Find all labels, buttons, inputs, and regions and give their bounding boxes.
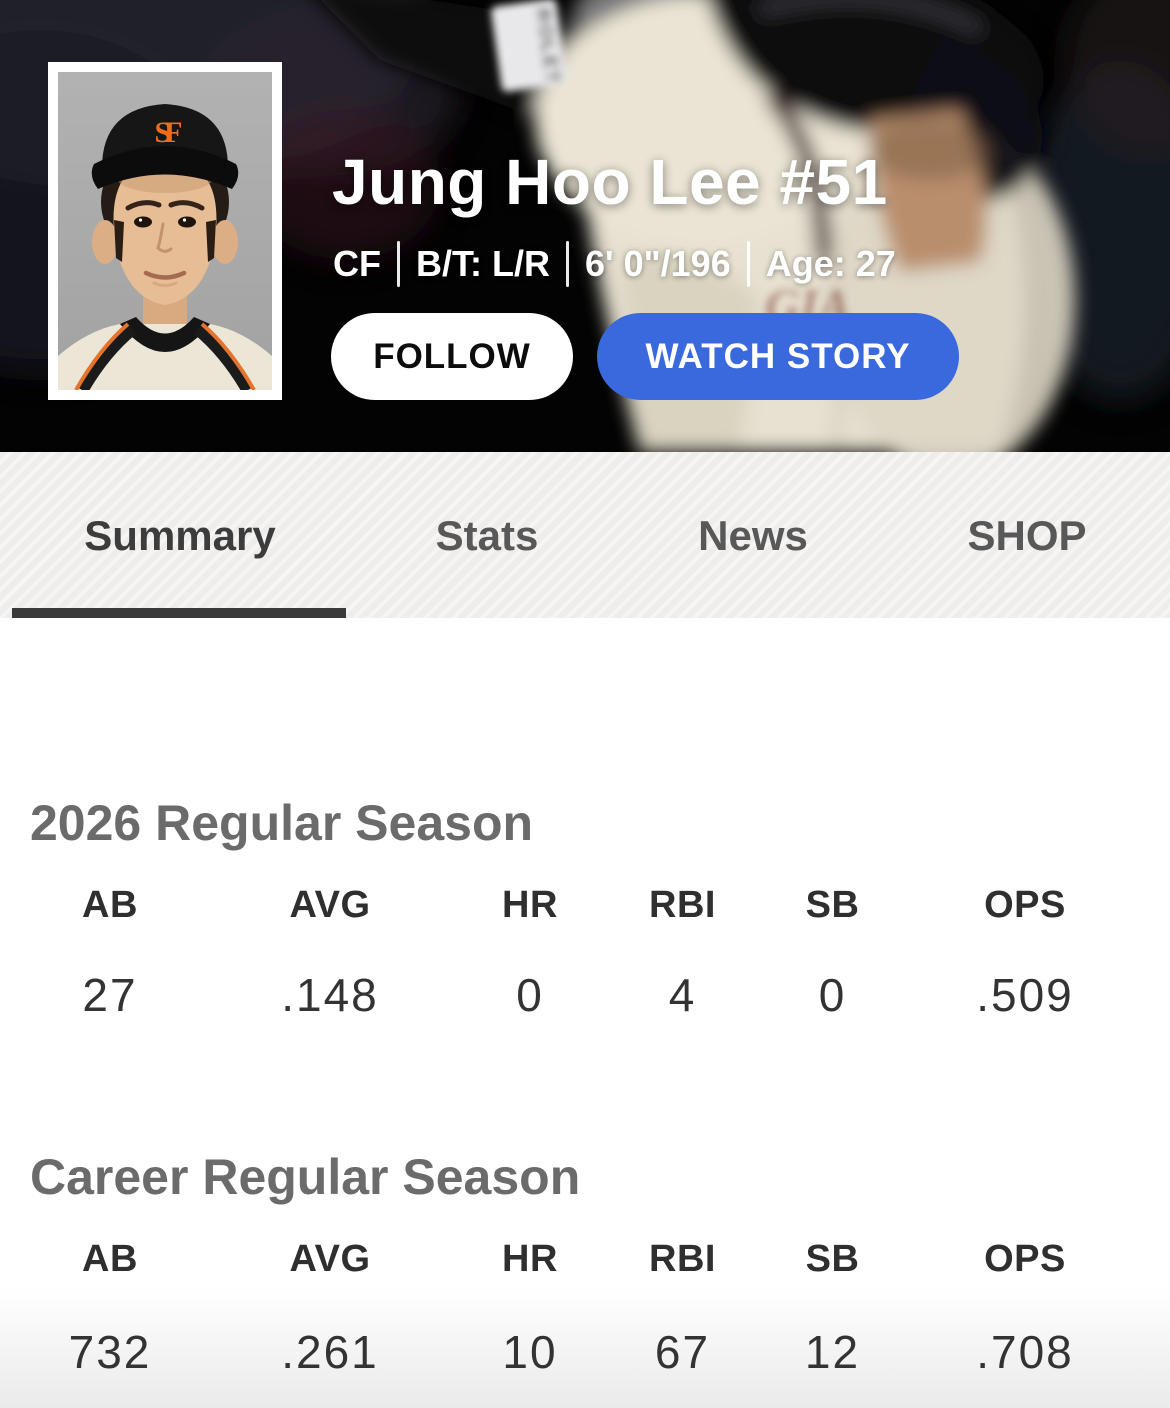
stat-value-ops: .708 [976, 1326, 1074, 1378]
stat-header-avg: AVG [289, 1238, 371, 1280]
tab-shop[interactable]: SHOP [961, 511, 1092, 561]
player-bat-throw: B/T: L/R [416, 243, 550, 284]
tab-news[interactable]: News [692, 511, 814, 561]
watch-story-button[interactable]: WATCH STORY [597, 313, 959, 400]
meta-divider [397, 241, 400, 287]
player-height-weight: 6' 0"/196 [584, 243, 731, 284]
stadium-signage: ROLET [491, 0, 567, 92]
stat-value-ab: 27 [82, 969, 138, 1021]
stat-header-rbi: RBI [649, 1238, 716, 1280]
stat-value-avg: .148 [281, 969, 379, 1021]
jersey-piping-left [74, 322, 130, 390]
stat-header-ab: AB [82, 884, 138, 926]
player-position: CF [333, 243, 381, 284]
mouth [143, 270, 187, 280]
section-title-current-season: 2026 Regular Season [30, 794, 534, 851]
stat-header-avg: AVG [289, 884, 371, 926]
right-ear [212, 220, 238, 264]
current-season-stat-values: 27 .148 0 4 0 .509 [15, 972, 1145, 1018]
stat-header-ops: OPS [984, 1238, 1066, 1280]
stat-header-ab: AB [82, 1238, 138, 1280]
left-ear [92, 220, 118, 264]
stat-value-ops: .509 [976, 969, 1074, 1021]
meta-divider [565, 241, 569, 287]
player-hero: ROLET GIA [0, 0, 1170, 452]
player-name: Jung Hoo Lee #51 [332, 146, 888, 218]
career-stat-values: 732 .261 10 67 12 .708 [15, 1329, 1145, 1375]
stat-header-hr: HR [502, 884, 558, 926]
cap-bill [91, 146, 239, 189]
meta-divider [746, 241, 750, 287]
follow-button[interactable]: FOLLOW [331, 313, 573, 400]
stat-value-rbi: 4 [668, 969, 697, 1021]
nose [156, 222, 173, 253]
stat-header-sb: SB [805, 1238, 860, 1280]
current-season-stat-headers: AB AVG HR RBI SB OPS [15, 886, 1145, 924]
stat-value-ab: 732 [68, 1326, 152, 1378]
career-stat-headers: AB AVG HR RBI SB OPS [15, 1240, 1145, 1278]
stat-header-sb: SB [805, 884, 860, 926]
stat-value-avg: .261 [281, 1326, 379, 1378]
tab-summary[interactable]: Summary [78, 511, 281, 561]
stat-header-rbi: RBI [649, 884, 716, 926]
section-title-career: Career Regular Season [30, 1148, 581, 1205]
active-tab-underline [12, 608, 346, 618]
stat-value-sb: 0 [818, 969, 847, 1021]
right-eyebrow [168, 200, 205, 211]
face [113, 160, 217, 305]
jersey-piping-right [200, 322, 256, 390]
stat-value-hr: 10 [502, 1326, 558, 1378]
left-eye [134, 216, 152, 228]
right-eye [178, 216, 196, 228]
player-age: Age: 27 [765, 243, 896, 284]
stat-value-hr: 0 [516, 969, 544, 1021]
stat-header-hr: HR [502, 1238, 558, 1280]
stat-value-sb: 12 [804, 1326, 861, 1378]
stat-header-ops: OPS [984, 884, 1066, 926]
player-headshot-photo: SF [58, 72, 272, 390]
stat-value-rbi: 67 [654, 1326, 711, 1378]
tab-stats[interactable]: Stats [430, 511, 545, 561]
profile-tab-bar: Summary Stats News SHOP [0, 452, 1170, 618]
player-meta-line: CF B/T: L/R 6' 0"/196 Age: 27 [333, 241, 896, 287]
player-headshot: SF [48, 62, 282, 400]
undershirt-collar [120, 317, 210, 352]
left-eyebrow [125, 200, 162, 211]
